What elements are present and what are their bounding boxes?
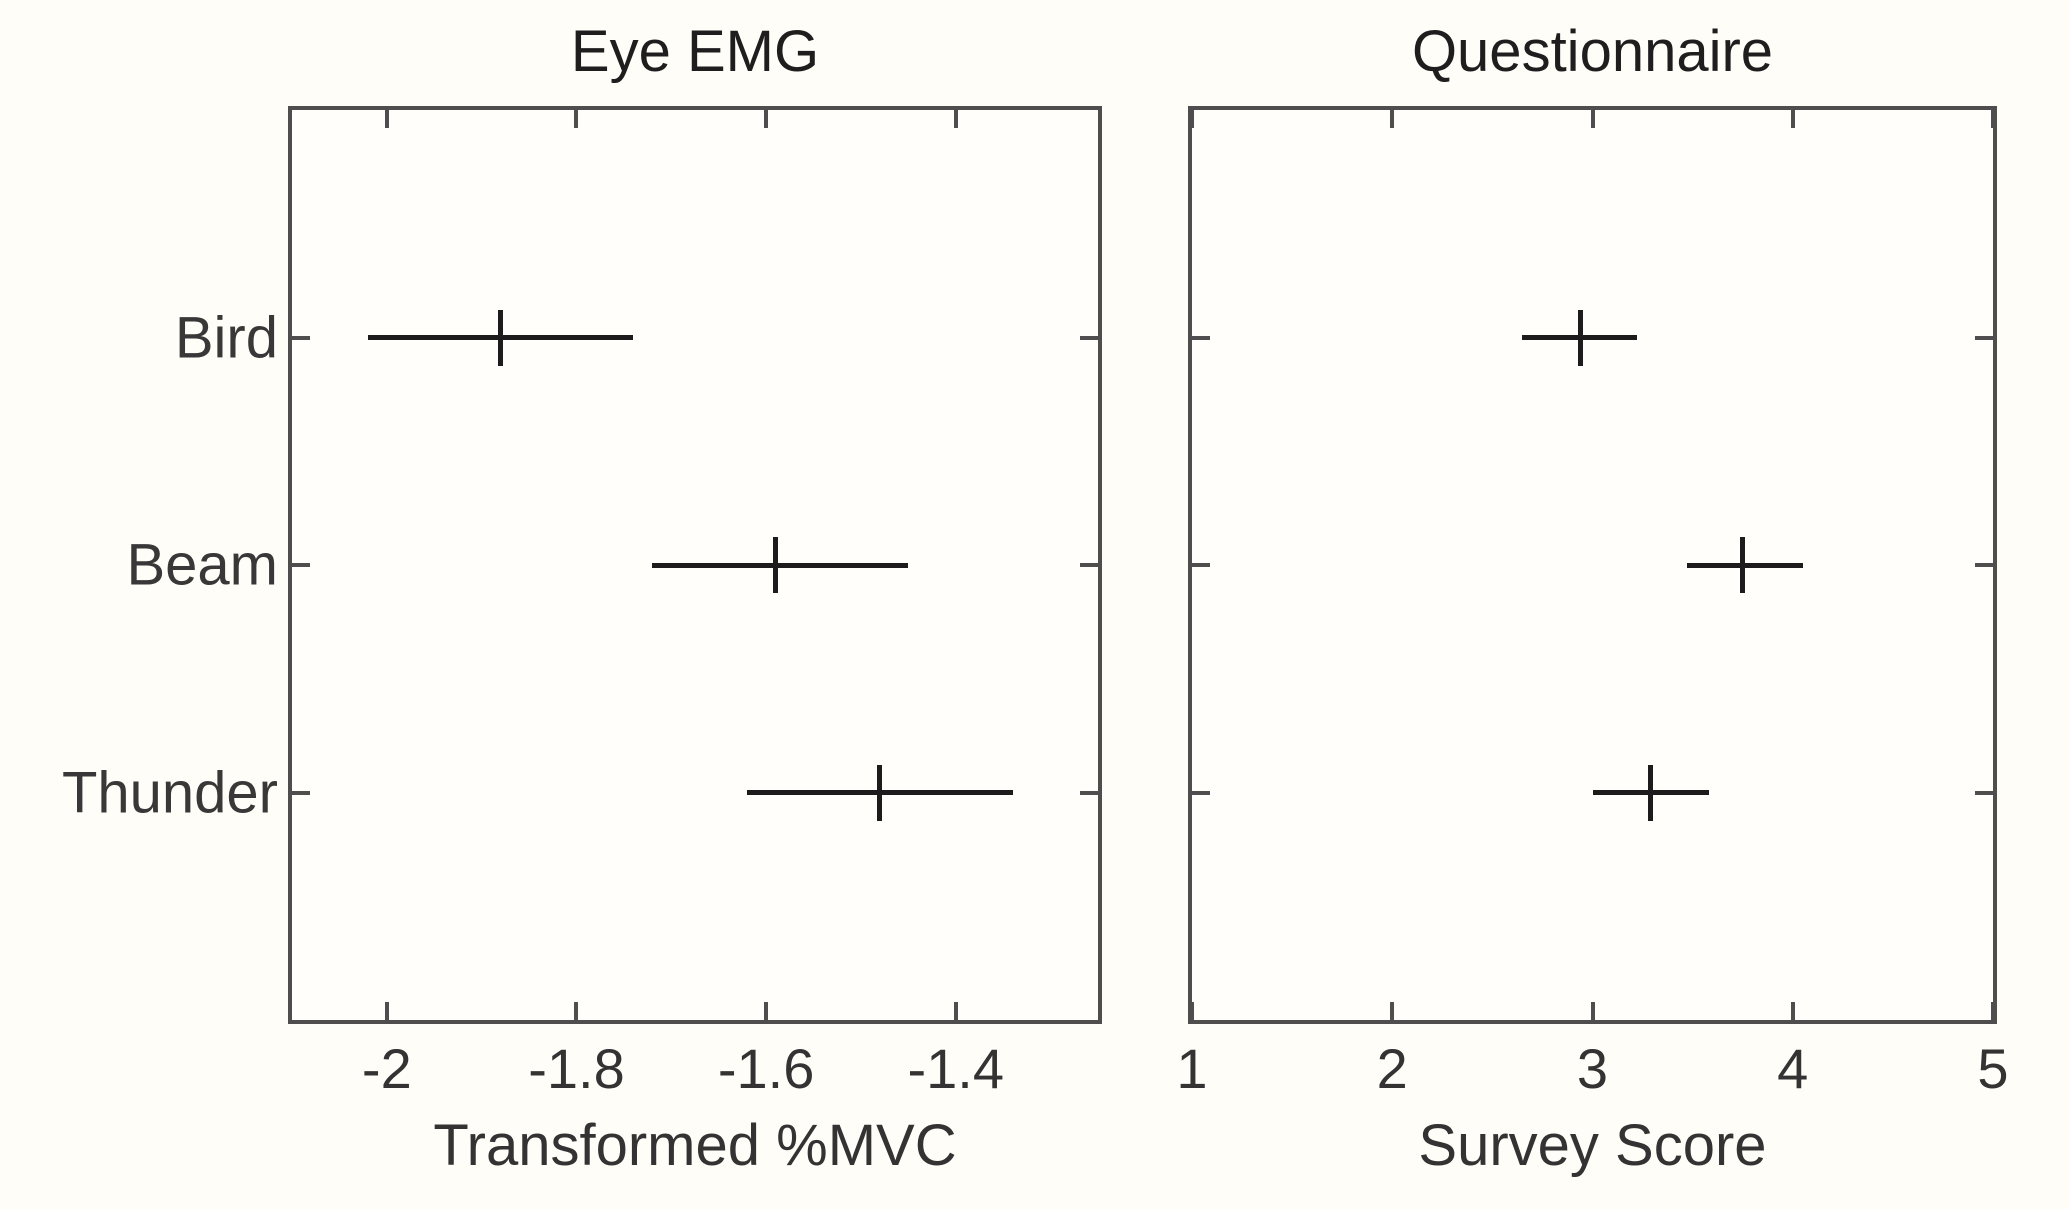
- questionnaire-plot-area: [1188, 106, 1997, 1024]
- category-label-thunder: Thunder: [61, 760, 278, 825]
- x-tick-top--1.8: [574, 110, 579, 128]
- x-tick-top-5: [1991, 110, 1995, 128]
- x-tick-label: -2: [361, 1037, 412, 1100]
- mean-marker-thunder: [1648, 764, 1654, 821]
- x-axis-label-transformed-mvc: Transformed %MVC: [433, 1113, 957, 1178]
- x-tick-bottom-1: [1190, 1002, 1194, 1020]
- x-tick-label: -1.8: [528, 1037, 625, 1100]
- y-tick-left-thunder: [1192, 790, 1210, 795]
- x-tick-bottom-2: [1390, 1002, 1395, 1020]
- eye-emg-plot-area: [288, 106, 1102, 1024]
- x-tick-label: 3: [1576, 1037, 1609, 1100]
- x-tick-top-1: [1190, 110, 1194, 128]
- y-tick-right-beam: [1080, 563, 1098, 567]
- x-tick-bottom-3: [1590, 1002, 1595, 1020]
- x-tick-bottom--2: [384, 1002, 389, 1020]
- x-tick-top-4: [1790, 110, 1795, 128]
- y-tick-left-bird: [1192, 335, 1210, 340]
- mean-marker-beam: [1740, 537, 1746, 593]
- y-tick-left-beam: [292, 563, 310, 567]
- category-label-bird: Bird: [174, 305, 278, 370]
- mean-marker-beam: [773, 537, 779, 593]
- panel-title-questionnaire: Questionnaire: [1411, 19, 1774, 84]
- x-tick-bottom--1.8: [574, 1002, 579, 1020]
- x-tick-label: 4: [1777, 1037, 1809, 1100]
- y-tick-left-thunder: [292, 790, 310, 795]
- y-tick-right-beam: [1975, 563, 1993, 567]
- x-tick-bottom-5: [1991, 1002, 1995, 1020]
- category-label-beam: Beam: [126, 532, 278, 598]
- panel-title-eye-emg: Eye EMG: [570, 19, 820, 84]
- x-tick-top--1.6: [764, 110, 769, 128]
- y-tick-right-thunder: [1080, 790, 1098, 795]
- x-tick-bottom--1.4: [953, 1002, 958, 1020]
- x-tick-label: -1.4: [907, 1037, 1005, 1100]
- x-tick-top--1.4: [953, 110, 958, 128]
- x-tick-label: 1: [1176, 1037, 1208, 1100]
- x-tick-top--2: [384, 110, 389, 128]
- mean-marker-bird: [1577, 309, 1583, 366]
- x-tick-label: 5: [1977, 1037, 2009, 1100]
- x-tick-label: 2: [1376, 1037, 1408, 1100]
- x-tick-bottom-4: [1790, 1002, 1795, 1020]
- y-tick-right-thunder: [1975, 790, 1993, 795]
- x-axis-label-survey-score: Survey Score: [1418, 1113, 1767, 1178]
- mean-marker-bird: [498, 309, 504, 366]
- y-tick-left-bird: [292, 335, 310, 340]
- error-bar-beam: [652, 562, 909, 568]
- x-tick-label: -1.6: [717, 1037, 815, 1100]
- x-tick-top-2: [1390, 110, 1395, 128]
- mean-marker-thunder: [877, 764, 883, 821]
- y-tick-right-bird: [1975, 335, 1993, 340]
- x-tick-top-3: [1590, 110, 1595, 128]
- y-tick-left-beam: [1192, 563, 1210, 567]
- x-tick-bottom--1.6: [764, 1002, 769, 1020]
- y-tick-right-bird: [1080, 335, 1098, 340]
